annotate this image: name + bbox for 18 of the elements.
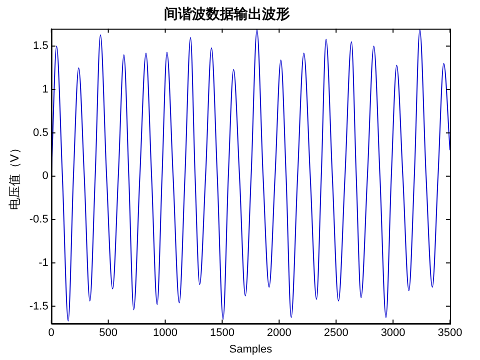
y-axis-title: 电压值（V） (8, 142, 22, 210)
y-tick-label: -1 (38, 256, 48, 269)
y-tick-label: -1.5 (29, 300, 48, 312)
y-tick-label: -0.5 (29, 214, 48, 226)
x-tick-label: 500 (99, 327, 118, 340)
x-tick-label: 3000 (380, 327, 406, 340)
x-tick-label: 1000 (153, 327, 178, 340)
x-tick-label: 2500 (324, 327, 348, 340)
x-tick-label: 2000 (266, 327, 292, 340)
x-tick-label: 3500 (438, 327, 462, 340)
y-tick-label: 0.5 (33, 126, 48, 139)
y-tick-label: 1 (42, 84, 48, 96)
x-axis-title: Samples (229, 343, 273, 356)
line-series (51, 29, 450, 322)
y-tick-label: 0 (42, 170, 48, 182)
chart-title: 间谐波数据输出波形 (164, 5, 290, 22)
x-tick-label: 1500 (210, 327, 234, 340)
y-tick-label: 1.5 (33, 40, 48, 52)
